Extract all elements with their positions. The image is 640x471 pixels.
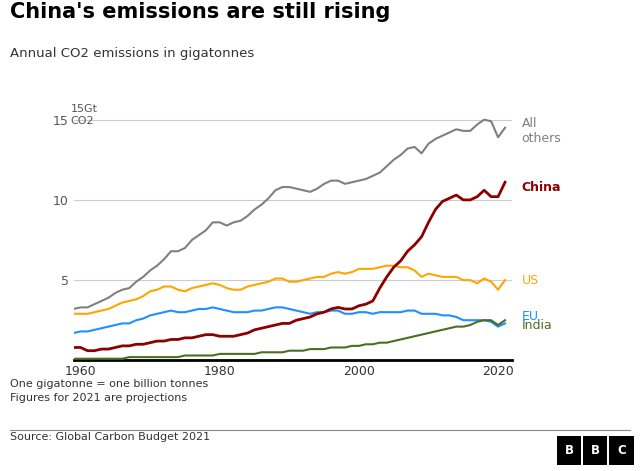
Text: B: B <box>564 444 573 457</box>
Text: Figures for 2021 are projections: Figures for 2021 are projections <box>10 393 187 403</box>
Text: B: B <box>591 444 600 457</box>
Text: China: China <box>522 180 561 194</box>
Text: Annual CO2 emissions in gigatonnes: Annual CO2 emissions in gigatonnes <box>10 47 254 60</box>
Text: EU: EU <box>522 310 539 324</box>
Text: C: C <box>617 444 626 457</box>
Text: One gigatonne = one billion tonnes: One gigatonne = one billion tonnes <box>10 379 208 389</box>
Text: China's emissions are still rising: China's emissions are still rising <box>10 2 390 22</box>
Text: India: India <box>522 318 552 332</box>
Text: US: US <box>522 274 539 286</box>
Text: Source: Global Carbon Budget 2021: Source: Global Carbon Budget 2021 <box>10 432 210 442</box>
Text: All
others: All others <box>522 117 561 145</box>
Text: 15Gt
CO2: 15Gt CO2 <box>70 104 97 126</box>
